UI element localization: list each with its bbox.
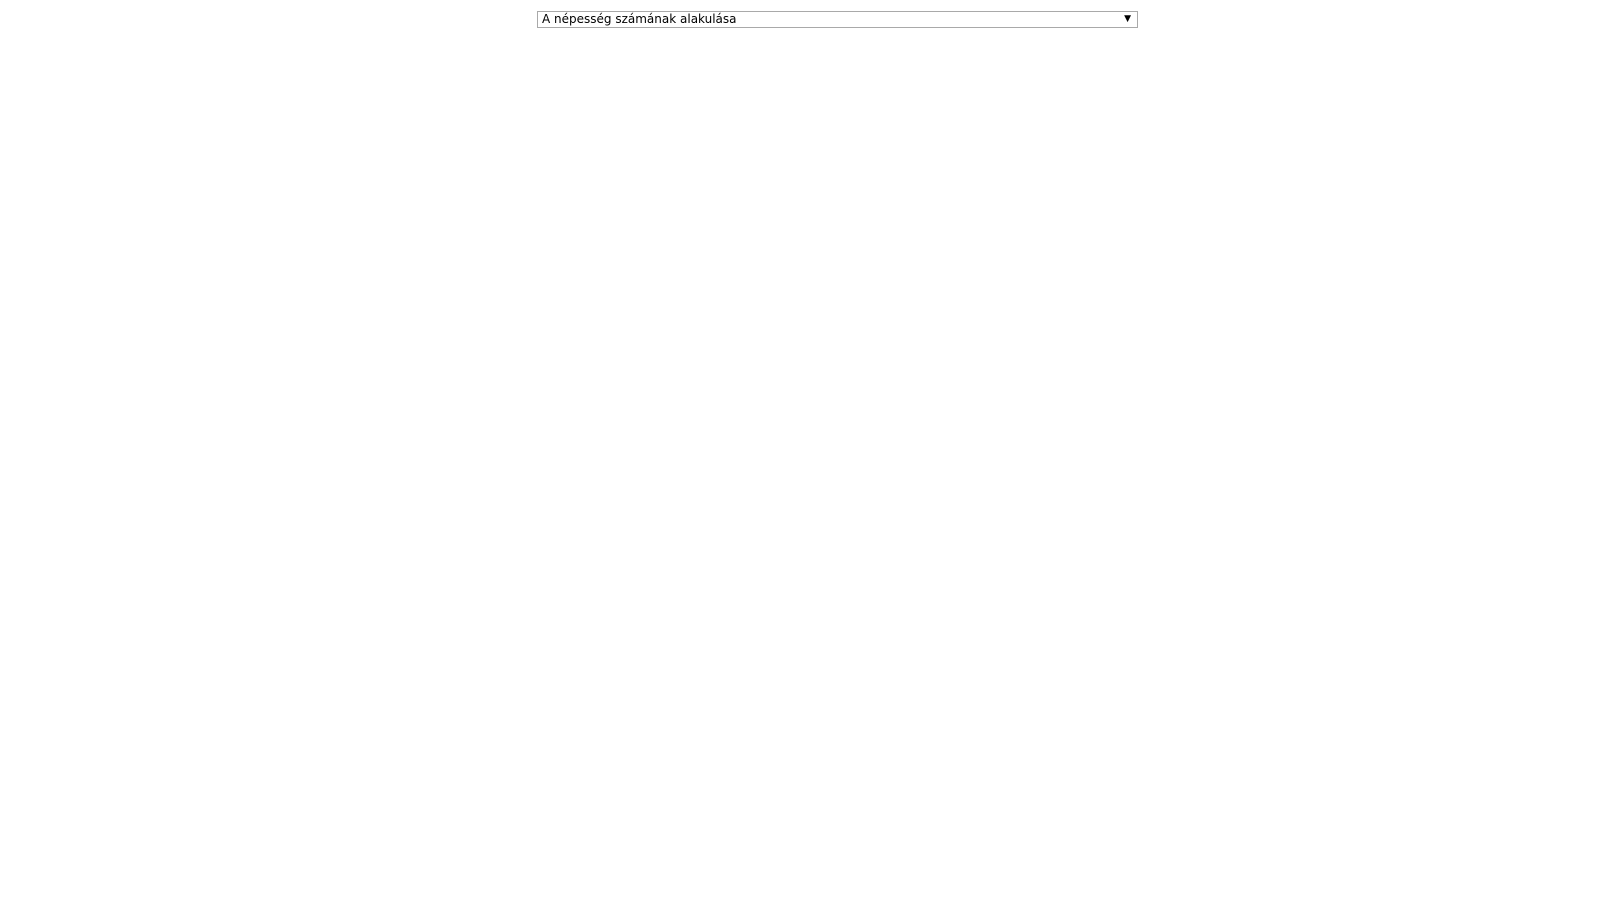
dropdown[interactable]: A népesség számának alakulása ▼ <box>537 11 1138 28</box>
x-tick-label: 1970 <box>1097 881 1122 892</box>
y-tick-label: 12 000 <box>7 58 46 71</box>
bar <box>381 412 429 876</box>
y-tick-label: 6 000 <box>14 464 46 477</box>
bar <box>582 336 630 876</box>
x-tick-label: 1870 <box>90 881 115 892</box>
bar <box>481 361 529 876</box>
y-tick-label: 7 000 <box>14 396 46 409</box>
x-tick-label: 1900 <box>392 881 417 892</box>
bar <box>985 202 1033 876</box>
bar <box>1388 186 1436 877</box>
bar <box>179 515 227 876</box>
bar <box>884 253 932 877</box>
bar <box>683 289 731 876</box>
y-tick-label: 4 000 <box>14 599 46 612</box>
y-tick-label: 10 000 <box>7 193 46 206</box>
y-tick-label: 11 000 <box>7 126 46 139</box>
bar <box>1287 174 1335 876</box>
y-axis-label: Ezer fő <box>9 40 52 53</box>
x-tick-label: 1920 <box>593 881 618 892</box>
x-tick-label: 1910 <box>493 881 518 892</box>
bar <box>1489 204 1537 877</box>
y-tick-label: 9 000 <box>14 261 46 274</box>
x-tick-label: 1980 <box>1198 881 1223 892</box>
x-tick-label: 1880 <box>190 881 215 892</box>
x-tick-label: 2001 <box>1399 881 1424 892</box>
x-tick-label: 1930 <box>694 881 719 892</box>
x-tick-label: 1949 <box>896 881 921 892</box>
bar <box>78 537 126 876</box>
bar <box>280 470 328 876</box>
y-tick-label: 2 000 <box>14 734 46 747</box>
y-tick-label: 1 000 <box>14 801 46 814</box>
y-tick-label: 0 <box>38 869 45 882</box>
dropdown-arrow: ▼ <box>1124 14 1131 24</box>
x-tick-label: 1941 <box>795 881 820 892</box>
bar <box>784 246 831 876</box>
bar <box>1186 152 1234 877</box>
plot-frame <box>51 64 1564 877</box>
x-tick-label: 1890 <box>291 881 316 892</box>
y-tick-label: 8 000 <box>14 328 46 341</box>
x-tick-label: 2011 <box>1500 881 1525 892</box>
x-tick-label: 1990 <box>1298 881 1323 892</box>
x-tick-label: 1960 <box>996 881 1021 892</box>
y-tick-label: 5 000 <box>14 531 46 544</box>
y-tick-label: 3 000 <box>14 666 46 679</box>
dropdown-text: A népesség számának alakulása <box>542 12 737 26</box>
bar <box>1086 178 1134 876</box>
